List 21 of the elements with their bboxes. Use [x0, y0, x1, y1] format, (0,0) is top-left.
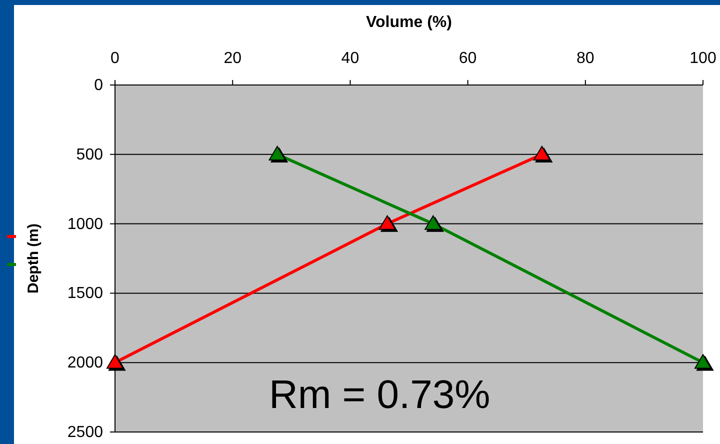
y-tick-label: 2000	[67, 354, 104, 372]
y-tick-label: 500	[76, 146, 104, 164]
x-tick-label: 100	[690, 50, 716, 67]
y-axis-title: Depth (m)	[25, 224, 42, 294]
x-tick-label: 80	[576, 50, 594, 67]
y-tick-label: 0	[94, 77, 104, 94]
point	[378, 215, 396, 230]
x-tick-label: 40	[341, 50, 360, 67]
point	[106, 354, 124, 369]
point	[268, 146, 286, 160]
annotation: Rm = 0.73%	[268, 373, 490, 417]
x-tick-label: 20	[224, 50, 242, 67]
point	[533, 146, 550, 160]
y-tick-label: 1000	[67, 216, 104, 233]
y-tick-label: 2500	[67, 424, 104, 441]
x-tick-label: 0	[110, 50, 120, 67]
y-tick-label: 1500	[67, 285, 104, 302]
point	[424, 215, 442, 230]
point	[694, 354, 712, 369]
x-tick-label: 60	[458, 50, 477, 67]
x-axis-title: Volume (%)	[366, 14, 452, 31]
